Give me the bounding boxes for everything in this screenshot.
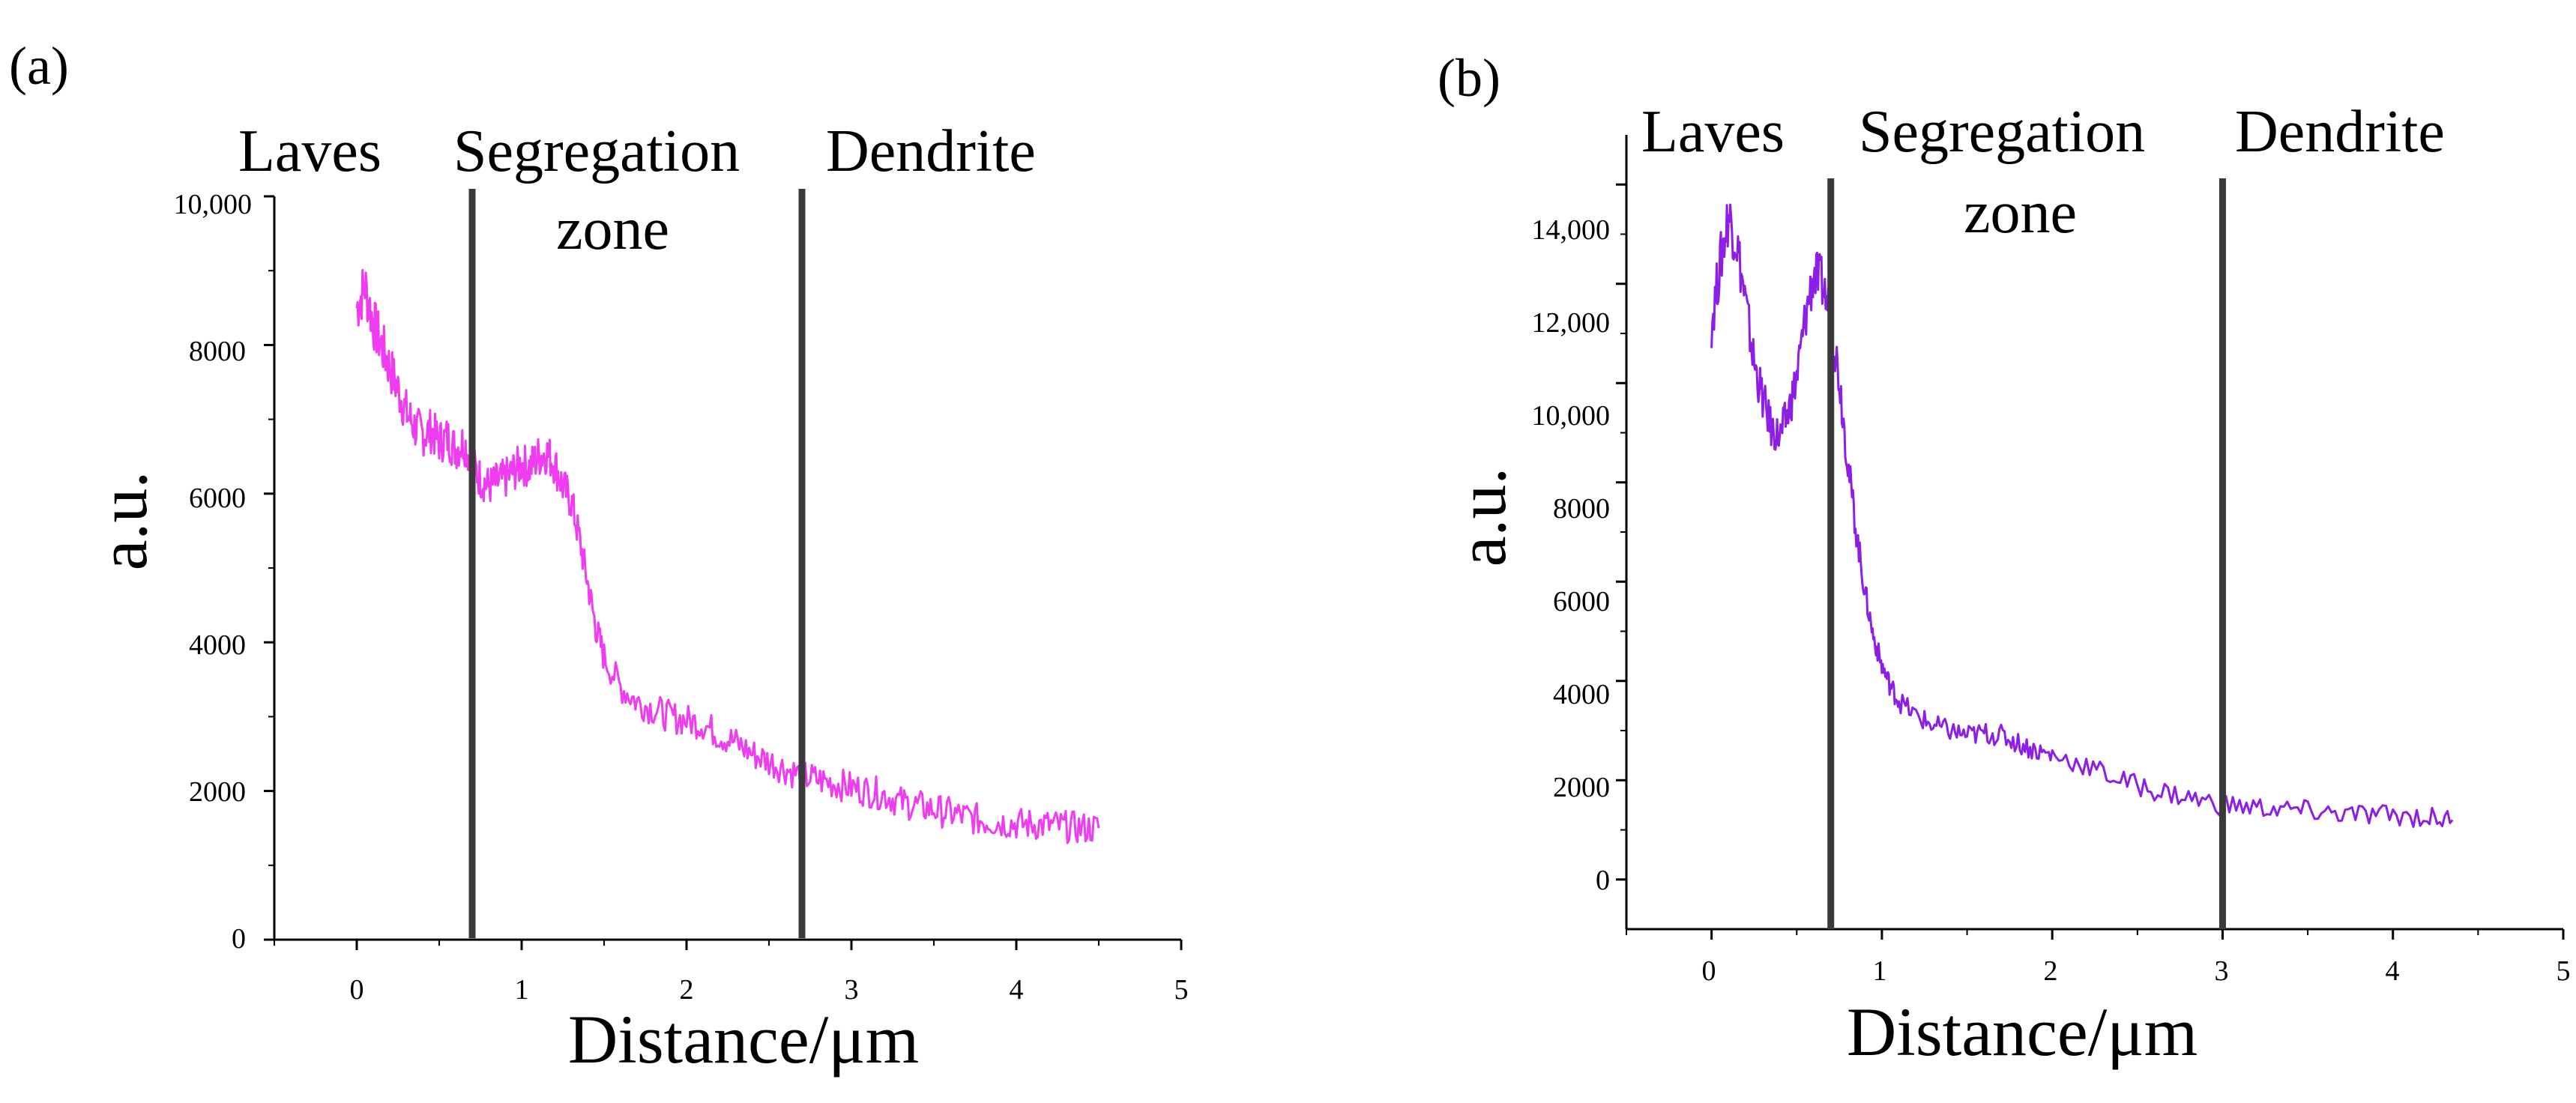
panel-a-region-zone: zone (556, 196, 669, 262)
panel-a-region-dendrite: Dendrite (826, 118, 1036, 184)
panel-a-ytick-label: 4000 (189, 629, 246, 661)
panel-a-ylabel: a.u. (85, 471, 161, 571)
panel-b-series-line (1710, 203, 2454, 828)
panel-b-region-laves: Laves (1641, 99, 1785, 165)
panel-b-ylabel: a.u. (1444, 468, 1520, 567)
panel-b-xtick-label: 3 (2215, 955, 2229, 987)
panel-a: (a) Laves Segregation zone Dendrite a.u.… (9, 36, 1189, 1078)
panel-a-ytick-label: 0 (232, 923, 246, 955)
panel-b-xtick-label: 4 (2386, 955, 2400, 987)
panel-a-plot-area (355, 189, 1100, 938)
panel-a-ytick-label: 10,000 (174, 189, 253, 220)
panel-a-xtick-labels: 0 1 2 3 4 5 (350, 974, 1189, 1006)
panel-a-xtick-label: 0 (350, 974, 364, 1006)
panel-a-series-line (355, 269, 1100, 844)
panel-b-region-zone: zone (1964, 180, 2077, 246)
panel-a-xtick-label: 5 (1174, 974, 1189, 1006)
panel-b-ytick-label: 0 (1596, 865, 1610, 896)
panel-b-label: (b) (1438, 48, 1500, 108)
panel-b-ytick-label: 14,000 (1532, 214, 1611, 246)
panel-a-label: (a) (9, 36, 69, 96)
panel-b-ytick-labels: 0 2000 4000 6000 8000 10,000 12,000 14,0… (1532, 214, 1611, 896)
panel-a-xlabel: Distance/μm (568, 1001, 919, 1078)
panel-a-region-segregation: Segregation (453, 118, 740, 184)
panel-a-region-laves: Laves (238, 118, 381, 184)
panel-b-ytick-label: 6000 (1553, 586, 1610, 617)
panel-b-ytick-label: 12,000 (1532, 307, 1611, 339)
panel-a-ytick-label: 8000 (189, 336, 246, 367)
panel-b-xtick-label: 5 (2557, 955, 2571, 987)
panel-a-ytick-label: 6000 (189, 483, 246, 514)
panel-a-axes (264, 195, 1183, 950)
panel-b-xtick-label: 0 (1702, 955, 1716, 987)
panel-b-ytick-label: 2000 (1553, 772, 1610, 803)
panel-b-xtick-label: 2 (2044, 955, 2058, 987)
panel-b-ytick-label: 8000 (1553, 493, 1610, 525)
panel-a-ytick-labels: 0 2000 4000 6000 8000 10,000 (174, 189, 253, 955)
panel-a-ytick-label: 2000 (189, 776, 246, 808)
panel-a-xtick-label: 2 (680, 974, 694, 1006)
panel-b-xtick-labels: 0 1 2 3 4 5 (1702, 955, 2571, 987)
panel-b-xtick-label: 1 (1873, 955, 1887, 987)
panel-a-xtick-label: 1 (515, 974, 529, 1006)
panel-b-plot-area (1710, 178, 2454, 929)
panel-b-axes (1616, 135, 2565, 940)
panel-b-ytick-label: 4000 (1553, 679, 1610, 710)
panel-b-xlabel: Distance/μm (1847, 994, 2198, 1070)
panel-a-xtick-label: 3 (845, 974, 859, 1006)
panel-b-region-dendrite: Dendrite (2235, 99, 2445, 165)
panel-b-region-segregation: Segregation (1859, 99, 2145, 165)
panel-b-ytick-label: 10,000 (1532, 400, 1611, 432)
panel-b: (b) Laves Segregation zone Dendrite a.u.… (1438, 48, 2571, 1070)
panel-a-xtick-label: 4 (1010, 974, 1024, 1006)
